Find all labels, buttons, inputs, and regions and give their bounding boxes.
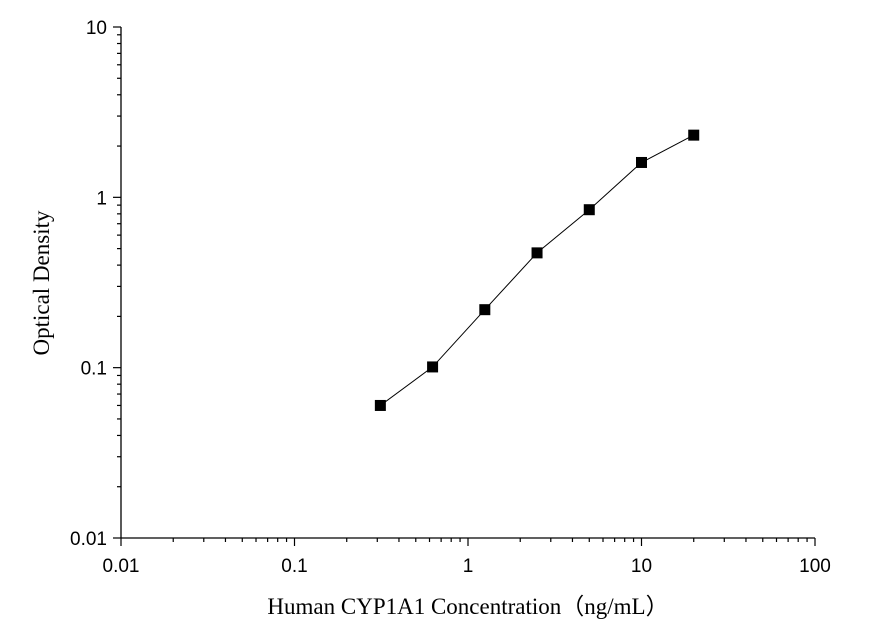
y-tick-label: 10 — [86, 18, 107, 39]
y-axis-ticks — [113, 26, 121, 539]
axes — [120, 27, 815, 539]
x-tick-label: 0.01 — [103, 556, 140, 577]
x-tick-label: 0.1 — [281, 556, 307, 577]
x-tick-label: 10 — [631, 556, 652, 577]
series-points-group — [374, 129, 700, 411]
y-tick-label: 0.1 — [81, 359, 107, 380]
data-point — [531, 247, 543, 259]
y-tick-label: 1 — [96, 188, 107, 209]
data-point — [479, 304, 491, 316]
x-tick-label: 100 — [799, 556, 831, 577]
data-point — [636, 156, 647, 168]
y-axis-tick-labels: 0.01 0.1 1 10 — [70, 18, 107, 550]
y-tick-label: 0.01 — [70, 529, 107, 550]
y-axis-title: Optical Density — [29, 210, 54, 355]
data-point — [583, 204, 595, 216]
x-axis-tick-labels: 0.01 0.1 1 10 100 — [103, 556, 831, 577]
x-axis-ticks — [120, 538, 816, 546]
x-tick-label: 1 — [463, 556, 474, 577]
data-point — [688, 129, 700, 141]
x-axis-title: Human CYP1A1 Concentration（ng/mL） — [267, 594, 668, 619]
data-point — [374, 399, 386, 411]
data-point — [427, 361, 439, 373]
